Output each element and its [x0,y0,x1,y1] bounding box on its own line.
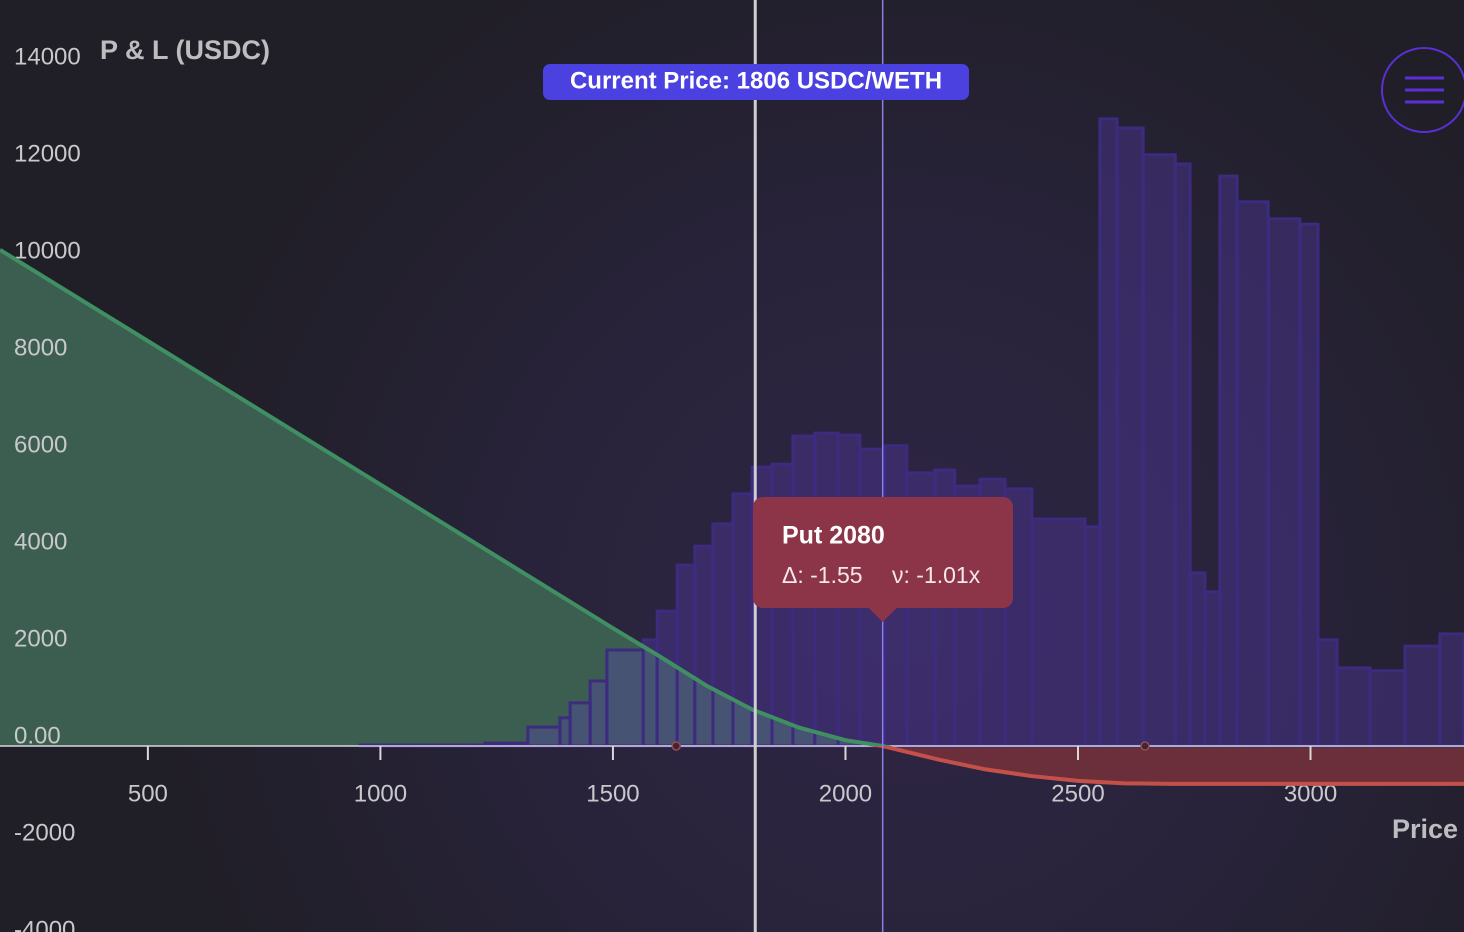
y-tick-label: 0.00 [14,722,61,749]
y-tick-label: 2000 [14,625,67,652]
liquidity-bar [1266,217,1302,748]
y-tick-label: -4000 [14,916,75,932]
liquidity-bar [1173,162,1192,748]
x-axis-label: Price [1392,814,1458,844]
tooltip-pointer [866,606,899,622]
pill-background [543,64,969,100]
liquidity-bar [558,716,572,748]
liquidity-bar [1368,669,1407,748]
liquidity-bar [1438,632,1464,748]
y-tick-label: 10000 [14,237,81,264]
liquidity-bar [1083,525,1102,748]
range-marker [671,741,681,751]
x-tick-label: 2000 [819,780,872,807]
liquidity-bar [1141,153,1177,748]
x-tick-label: 2500 [1051,780,1104,807]
y-tick-label: 4000 [14,528,67,555]
x-tick-label: 1000 [354,780,407,807]
liquidity-bar [675,563,697,748]
tooltip-vega: ν: -1.01x [892,562,981,588]
liquidity-bar [1316,638,1339,748]
tooltip-title: Put 2080 [782,522,885,550]
liquidity-bar [655,609,679,748]
liquidity-bar [526,725,562,748]
pnl-area [0,249,1464,784]
current-price-pill: Current Price: 1806 USDC/WETH [543,64,969,100]
liquidity-bar [605,648,645,748]
liquidity-bar [1188,571,1207,748]
liquidity-bar [588,679,609,748]
liquidity-bar [693,544,715,748]
x-tick-label: 1500 [586,780,639,807]
current-price-label: Current Price: 1806 USDC/WETH [570,67,942,94]
pnl-line [0,248,1464,786]
range-marker [1140,741,1150,751]
x-tick-label: 500 [128,780,168,807]
liquidity-bar [568,701,592,748]
liquidity-bar [1335,666,1372,748]
liquidity-bar [1203,590,1222,748]
y-tick-label: 8000 [14,334,67,361]
tooltip-background [753,497,1013,608]
y-tick-label: 6000 [14,431,67,458]
liquidity-bar [1218,174,1239,748]
liquidity-bar [1235,200,1270,748]
menu-circle[interactable] [1381,47,1464,133]
menu-button[interactable] [1381,47,1464,133]
tooltip-delta: Δ: -1.55 [782,562,863,588]
liquidity-bar [1115,126,1145,748]
y-tick-label: 14000 [14,43,81,70]
liquidity-bar [1403,644,1442,748]
liquidity-bar [711,522,735,748]
liquidity-bar [1098,117,1119,748]
liquidity-bar [1298,222,1320,748]
y-tick-label: -2000 [14,819,75,846]
y-axis-label: P & L (USDC) [100,35,270,65]
y-tick-label: 12000 [14,140,81,167]
liquidity-bar [1030,517,1087,748]
tooltip: Put 2080 Δ: -1.55 ν: -1.01x [753,497,1013,622]
